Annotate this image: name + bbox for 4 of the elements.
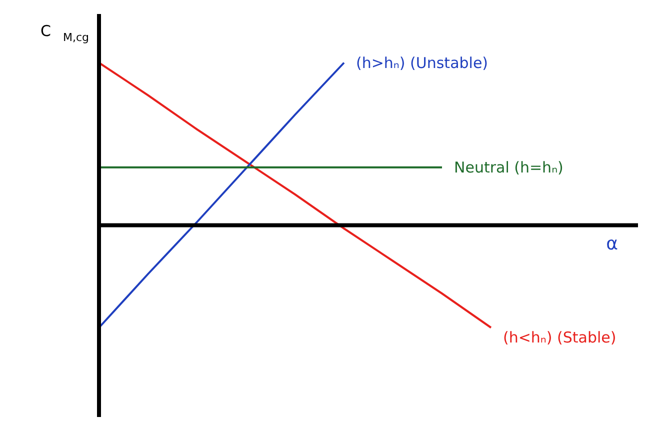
series-label: Neutral (h=hₙ) xyxy=(454,158,564,176)
series-label: (h<hₙ) (Stable) xyxy=(503,328,616,347)
x-axis-title: α xyxy=(606,233,618,254)
series-label: (h>hₙ) (Unstable) xyxy=(356,54,488,72)
